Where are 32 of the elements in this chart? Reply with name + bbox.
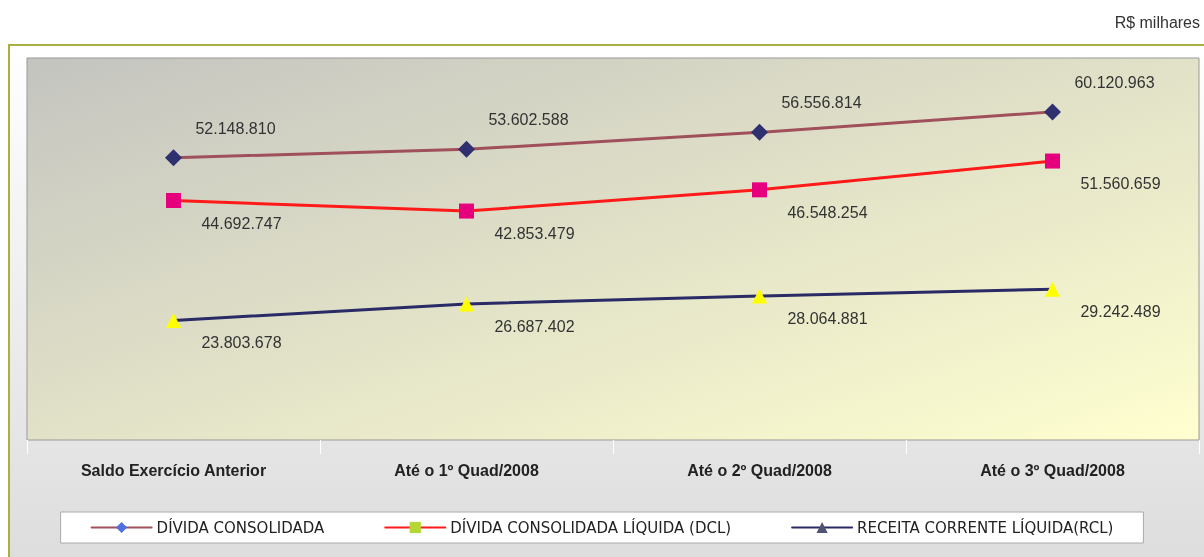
data-label: 29.242.489 xyxy=(1080,303,1161,321)
x-tick-label: Até o 1º Quad/2008 xyxy=(394,461,539,479)
legend-label: RECEITA CORRENTE LÍQUIDA(RCL) xyxy=(857,517,1114,537)
x-tick-label: Saldo Exercício Anterior xyxy=(80,461,267,479)
data-label: 42.853.479 xyxy=(494,225,575,243)
point xyxy=(1045,153,1060,169)
data-label: 52.148.810 xyxy=(195,119,276,137)
point xyxy=(166,313,181,328)
legend-label: DÍVIDA CONSOLIDADA xyxy=(156,517,326,537)
data-label: 23.803.678 xyxy=(201,334,282,352)
point xyxy=(1044,103,1061,121)
data-label: 28.064.881 xyxy=(787,310,868,328)
data-label: 51.560.659 xyxy=(1080,175,1161,193)
point xyxy=(1045,281,1060,297)
data-label: 44.692.747 xyxy=(201,214,282,232)
point xyxy=(752,288,767,304)
data-label: 46.548.254 xyxy=(787,203,868,221)
legend-label: DÍVIDA CONSOLIDADA LÍQUIDA (DCL) xyxy=(450,517,732,537)
x-tick-label: Até o 2º Quad/2008 xyxy=(687,461,832,479)
point xyxy=(752,182,767,198)
data-label: 53.602.588 xyxy=(488,111,569,129)
data-label: 26.687.402 xyxy=(494,317,575,335)
point xyxy=(166,193,181,208)
point xyxy=(459,203,474,219)
point xyxy=(459,296,474,312)
point xyxy=(165,149,182,167)
text: R$ milhares xyxy=(1114,14,1200,32)
x-tick-label: Até o 3º Quad/2008 xyxy=(980,461,1125,479)
data-label: 56.556.814 xyxy=(781,94,862,112)
point xyxy=(458,140,475,158)
data-label: 60.120.963 xyxy=(1074,73,1155,91)
point xyxy=(751,123,768,141)
